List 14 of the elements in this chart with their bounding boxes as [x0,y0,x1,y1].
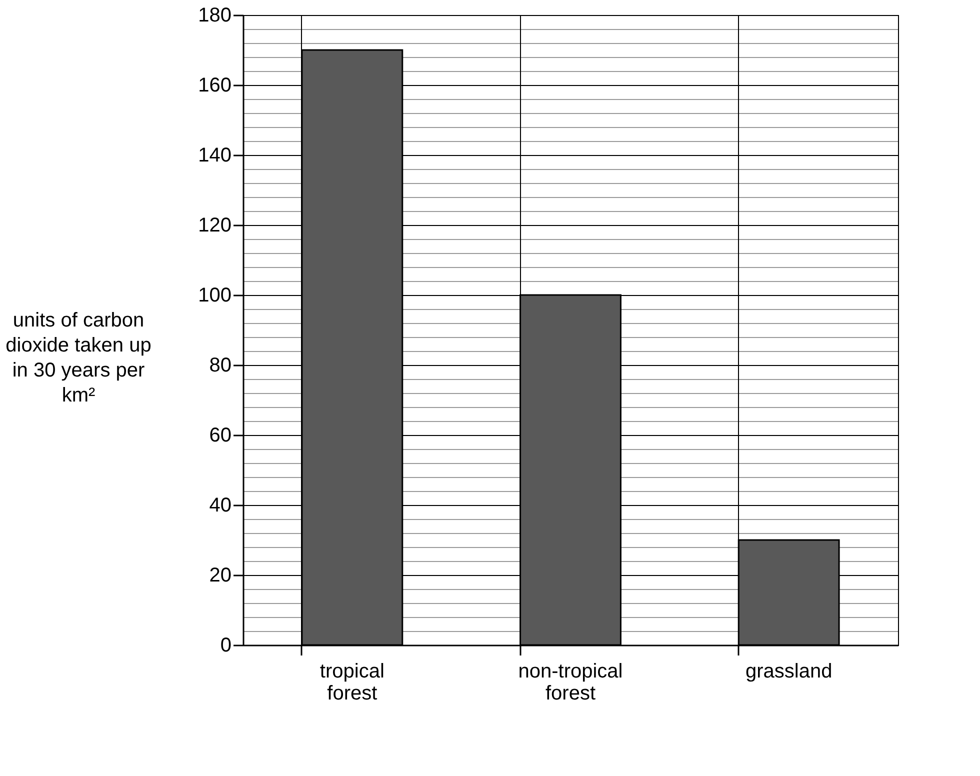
x-tick-label: grassland [745,660,832,682]
y-tick-label: 180 [198,4,232,26]
y-tick-label: 140 [198,144,232,166]
y-tick-label: 80 [209,354,232,376]
x-tick-label: non-tropical forest [518,660,623,704]
y-tick-label: 40 [209,494,232,516]
y-tick-label: 160 [198,74,232,96]
y-tick-label: 120 [198,214,232,236]
y-axis-title: units of carbon dioxide taken up in 30 years per km² [6,310,152,406]
y-tick-label: 100 [198,284,232,306]
y-tick-label: 60 [209,424,232,446]
x-tick-label: tropical forest [320,660,384,704]
y-tick-label: 20 [209,564,232,586]
y-tick-label: 0 [220,634,232,656]
